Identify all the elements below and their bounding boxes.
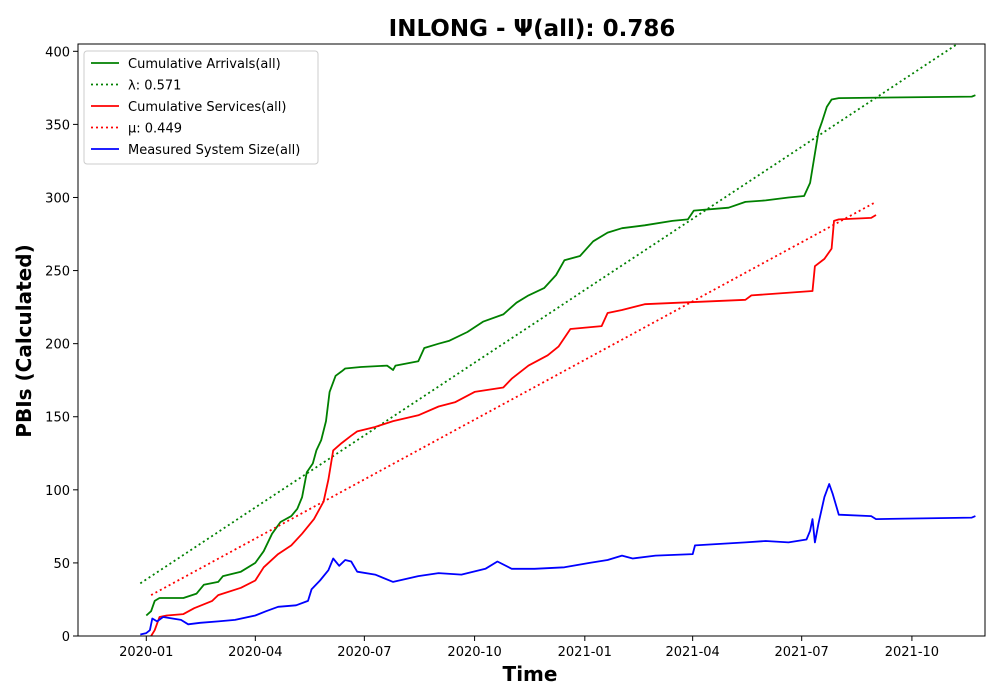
y-tick-label: 250	[45, 265, 70, 280]
legend: Cumulative Arrivals(all) λ: 0.571 Cumulati…	[83, 50, 319, 165]
cumulative-arrivals-line	[145, 94, 976, 617]
y-tick-label: 0	[62, 630, 70, 645]
y-tick-label: 100	[45, 484, 70, 499]
x-tick-label: 2021-07	[775, 645, 829, 660]
legend-box	[83, 50, 319, 165]
cumulative-services-line	[150, 214, 877, 636]
legend-label: λ: 0.571	[128, 79, 181, 94]
measured-system-size-line	[140, 483, 976, 636]
x-axis: 2020-01 2020-04 2020-07 2020-10 2021-01 2021-…	[119, 636, 939, 660]
y-tick-label: 350	[45, 118, 70, 133]
y-tick-label: 300	[45, 191, 70, 206]
legend-label: Measured System Size(all)	[128, 143, 300, 158]
legend-label: Cumulative Services(all)	[128, 100, 286, 115]
x-tick-label: 2020-04	[228, 645, 282, 660]
lambda-rate-line	[139, 44, 958, 585]
y-tick-label: 200	[45, 338, 70, 353]
x-tick-label: 2020-01	[119, 645, 173, 660]
legend-label: Cumulative Arrivals(all)	[128, 57, 281, 72]
x-tick-label: 2021-10	[885, 645, 939, 660]
plot-area	[139, 44, 976, 636]
x-tick-label: 2021-01	[558, 645, 612, 660]
x-axis-title: Time	[503, 662, 558, 686]
y-tick-label: 400	[45, 45, 70, 60]
y-axis-title: PBIs (Calculated)	[12, 244, 36, 437]
y-tick-label: 150	[45, 411, 70, 426]
y-axis: 0 50 100 150 200 250 300 350 400	[45, 45, 78, 645]
chart-title: INLONG - Ψ(all): 0.786	[389, 16, 676, 42]
plot-frame	[77, 43, 986, 637]
y-tick-label: 50	[53, 557, 70, 572]
legend-label: μ: 0.449	[128, 122, 182, 137]
mu-rate-line	[150, 201, 877, 596]
x-tick-label: 2020-07	[337, 645, 391, 660]
x-tick-label: 2020-10	[447, 645, 501, 660]
x-tick-label: 2021-04	[665, 645, 719, 660]
